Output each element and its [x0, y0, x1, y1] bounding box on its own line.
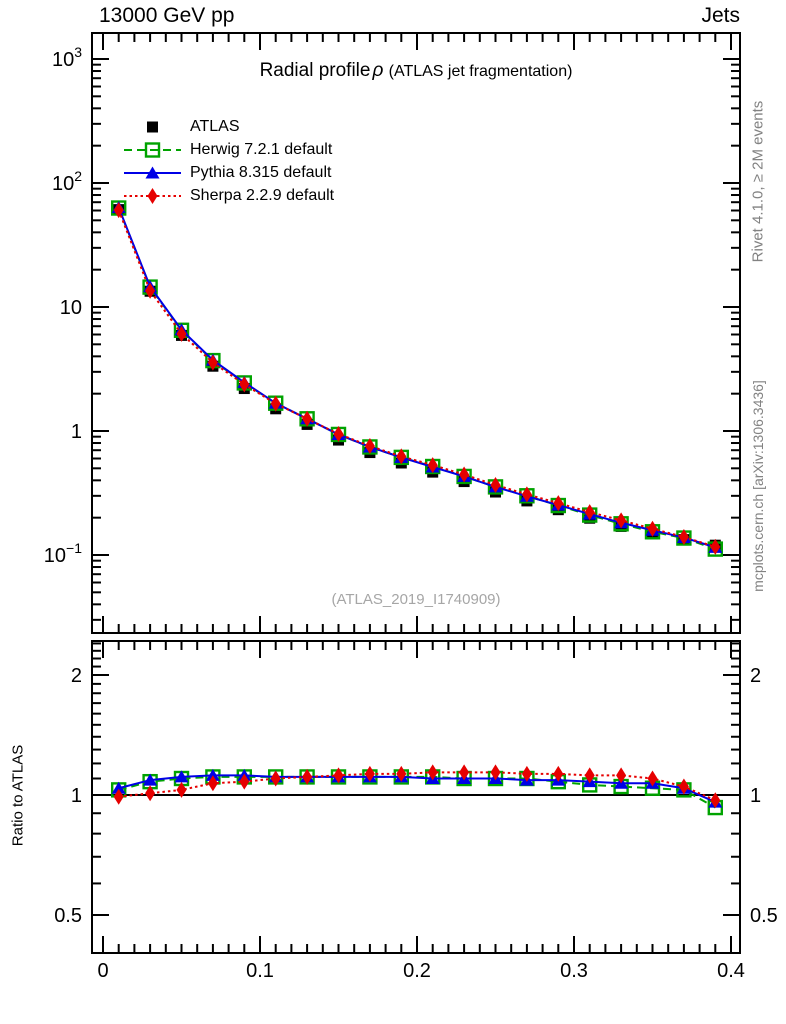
legend-markers — [124, 121, 181, 204]
plot-title-main: Radial profile — [259, 60, 371, 81]
process-label: Jets — [701, 4, 740, 27]
rivet-version-note: Rivet 4.1.0, ≥ 2M events — [749, 100, 767, 263]
svg-text:0.1: 0.1 — [246, 960, 274, 982]
beam-energy-label: 13000 GeV pp — [99, 4, 235, 27]
svg-text:2: 2 — [750, 665, 761, 687]
plot-title: Radial profile ρ (ATLAS jet fragmentation… — [92, 60, 740, 82]
series-herwig — [110, 200, 723, 816]
svg-text:0.5: 0.5 — [54, 905, 82, 927]
svg-text:0.3: 0.3 — [560, 960, 588, 982]
svg-text:102: 102 — [52, 168, 82, 195]
svg-text:0.5: 0.5 — [750, 905, 778, 927]
series-pythia — [111, 201, 723, 808]
svg-text:10−1: 10−1 — [44, 540, 82, 567]
svg-text:0.4: 0.4 — [717, 960, 745, 982]
svg-text:10: 10 — [60, 297, 82, 319]
plot-title-symbol: ρ — [372, 60, 384, 81]
series-sherpa — [113, 202, 721, 809]
plot-title-paren: (ATLAS jet fragmentation) — [388, 63, 573, 80]
svg-text:103: 103 — [52, 44, 82, 71]
svg-text:1: 1 — [71, 421, 82, 443]
legend-label-herwig: Herwig 7.2.1 default — [190, 141, 333, 158]
series-atlas — [113, 204, 721, 551]
svg-text:0: 0 — [97, 960, 108, 982]
ratio-axis-title: Ratio to ATLAS — [9, 744, 27, 847]
svg-text:1: 1 — [71, 785, 82, 807]
svg-text:0.2: 0.2 — [403, 960, 431, 982]
mcplots-source-note: mcplots.cern.ch [arXiv:1306.3436] — [750, 380, 766, 592]
legend-label-pythia: Pythia 8.315 default — [190, 164, 332, 181]
analysis-id-watermark: (ATLAS_2019_I1740909) — [331, 591, 501, 608]
legend-label-atlas: ATLAS — [190, 118, 240, 135]
legend-label-sherpa: Sherpa 2.2.9 default — [190, 187, 335, 204]
svg-text:2: 2 — [71, 665, 82, 687]
svg-text:1: 1 — [750, 785, 761, 807]
